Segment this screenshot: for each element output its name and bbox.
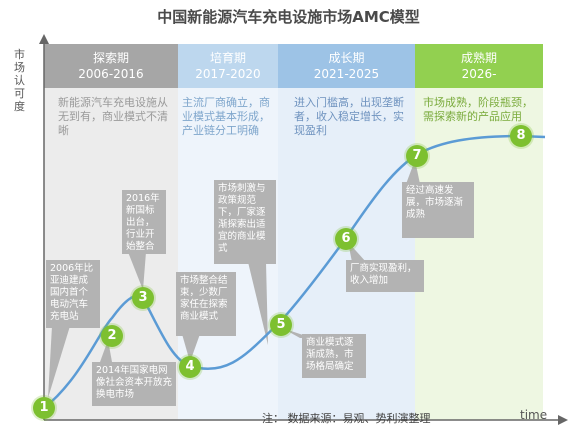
phase-name: 探索期 [92,51,129,65]
phase-header-exploration: 探索期 2006-2016 [44,44,178,88]
point-marker-5: 5 [270,314,292,336]
callout-pointer [182,334,200,362]
callout-point-7: 经过高速发展，市场逐渐成熟 [402,182,474,238]
callout-policy: 市场刺激与政策规范下，厂家逐渐探索出适宜的商业模式 [214,180,276,264]
callout-point-3: 2016年新国标出台，行业开始整合 [122,190,166,254]
point-marker-8: 8 [510,125,532,147]
phase-header-growth: 成长期 2021-2025 [278,44,415,88]
phase-years: 2021-2025 [313,67,380,81]
x-axis-arrow [558,415,568,425]
callout-point-2: 2014年国家电网像社会资本开放充换电市场 [92,362,176,406]
phase-name: 成长期 [328,51,365,65]
point-marker-2: 2 [101,325,123,347]
phase-desc-cultivation: 主流厂商确立，商业模式基本形成，产业链分工明确 [182,96,270,137]
callout-point-6: 厂商实现盈利，收入增加 [346,260,424,292]
callout-pointer [48,326,70,398]
point-marker-1: 1 [33,397,55,419]
phase-desc-growth: 进入门槛高，出现垄断者，收入稳定增长，实现盈利 [294,96,404,137]
phase-years: 2026- [461,67,497,81]
phase-header-maturity: 成熟期 2026- [415,44,543,88]
phase-years: 2017-2020 [195,67,261,81]
phase-years: 2006-2016 [78,67,144,81]
phase-desc-exploration: 新能源汽车充电设施从无到有，商业模式不清晰 [58,96,168,137]
phase-desc-maturity: 市场成熟，阶段瓶颈，需探索新的产品应用 [423,96,533,123]
callout-point-5: 商业模式逐渐成熟，市场格局确定 [302,334,366,378]
y-axis-arrow [39,34,49,44]
point-marker-4: 4 [179,356,201,378]
point-marker-6: 6 [335,228,357,250]
point-marker-3: 3 [132,287,154,309]
callout-pointer [128,252,146,290]
phase-header-cultivation: 培育期 2017-2020 [178,44,278,88]
callout-pointer [248,262,268,345]
x-axis-label: time [520,408,548,422]
callout-pointer [406,160,420,184]
callout-point-1: 2006年比亚迪建成国内首个电动汽车充电站 [46,260,100,328]
page-title: 中国新能源汽车充电设施市场AMC模型 [157,8,420,26]
phase-name: 培育期 [209,51,246,65]
source-note: 注： 数据来源：易观、势利演整理 [262,412,431,425]
phase-name: 成熟期 [460,51,497,65]
callout-point-4: 市场整合结束，少数厂家任在探索商业模式 [176,272,236,336]
y-axis-label: 市场认可度 [14,48,25,113]
point-marker-7: 7 [406,145,428,167]
